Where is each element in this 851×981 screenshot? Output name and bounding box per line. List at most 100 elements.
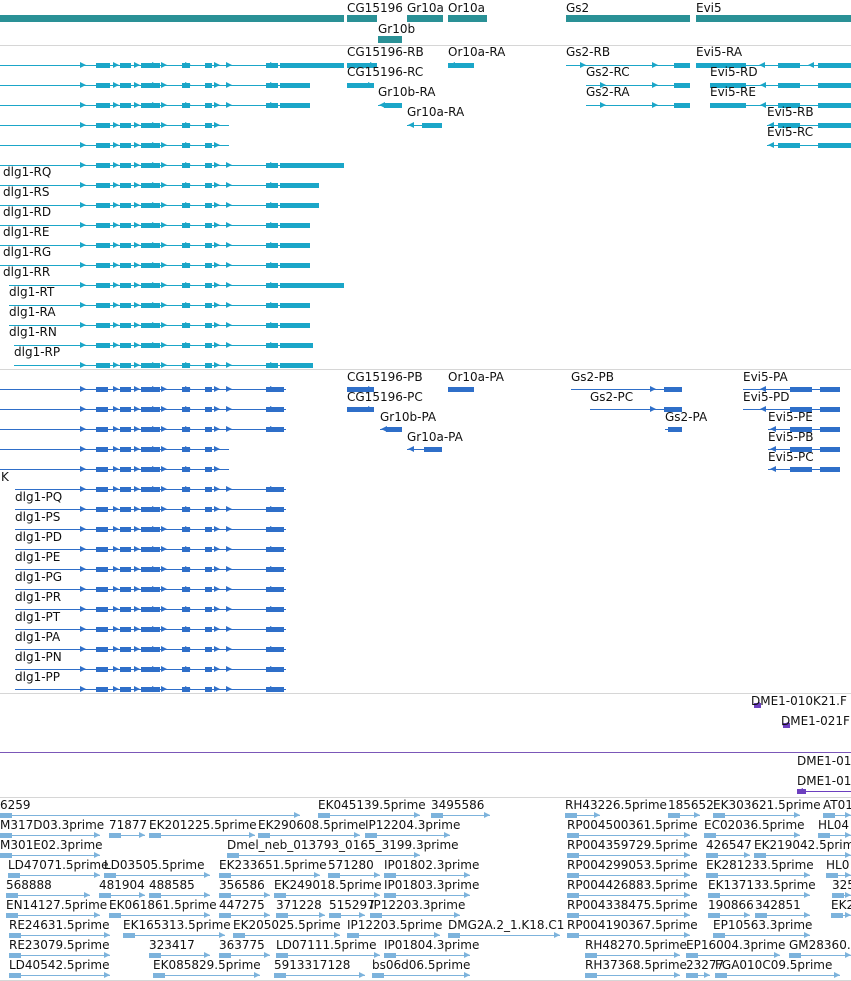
est-line[interactable] <box>0 815 300 816</box>
transcript-dlg1-strand-arrow[interactable] <box>270 162 276 168</box>
transcript-dlg1-exon[interactable] <box>120 143 131 148</box>
transcript-dlg1-intron[interactable] <box>0 65 344 66</box>
feature-label[interactable]: RH48270.5prime <box>585 938 687 952</box>
feature-label[interactable]: 356586 <box>219 878 265 892</box>
protein-dlg1-exon[interactable] <box>120 687 131 692</box>
gene-cg15196-strand-arrow[interactable] <box>371 15 377 21</box>
est-strand-arrow[interactable] <box>834 972 840 978</box>
transcript-dlg1-strand-arrow[interactable] <box>226 222 232 228</box>
feature-label[interactable]: DME1-010K21.F <box>751 694 847 708</box>
protein-dlg1-strand-arrow[interactable] <box>226 546 232 552</box>
est-block[interactable] <box>219 913 231 918</box>
feature-label[interactable]: EK045139.5prime <box>318 798 426 812</box>
est-strand-arrow[interactable] <box>84 892 90 898</box>
est-line[interactable] <box>384 955 470 956</box>
feature-label[interactable]: dlg1-RA <box>9 305 56 319</box>
transcript-dlg1-exon[interactable] <box>120 163 131 168</box>
protein-dlg1-strand-arrow[interactable] <box>113 686 119 692</box>
transcript-dlg1-strand-arrow[interactable] <box>152 302 158 308</box>
est-line[interactable] <box>274 975 365 976</box>
est-line[interactable] <box>109 915 210 916</box>
transcript-dlg1-exon[interactable] <box>205 363 212 368</box>
protein-dlg1-exon[interactable] <box>205 627 212 632</box>
est-block[interactable] <box>258 833 270 838</box>
protein-dlg1-strand-arrow[interactable] <box>152 646 158 652</box>
protein-dlg1-exon[interactable] <box>141 647 160 652</box>
transcript-dlg1-strand-arrow[interactable] <box>134 222 140 228</box>
transcript-dlg1-strand-arrow[interactable] <box>161 262 167 268</box>
est-strand-arrow[interactable] <box>744 852 750 858</box>
protein-dlg1-exon[interactable] <box>141 527 160 532</box>
feature-label[interactable]: RP004359729.5prime <box>567 838 698 852</box>
feature-label[interactable]: RH37368.5prime <box>585 958 687 972</box>
transcript-dlg1-exon[interactable] <box>96 63 110 68</box>
feature-label[interactable]: Gr10b-PA <box>380 410 437 424</box>
transcript-dlg1-exon[interactable] <box>280 343 313 348</box>
transcript-dlg1-strand-arrow[interactable] <box>185 62 191 68</box>
protein-dlg1-strand-arrow[interactable] <box>185 626 191 632</box>
transcript-evi5-rc-exon[interactable] <box>778 143 800 148</box>
protein-dlg1-strand-arrow[interactable] <box>270 426 276 432</box>
protein-dlg1-strand-arrow[interactable] <box>80 466 86 472</box>
est-line[interactable] <box>149 955 210 956</box>
feature-label[interactable]: RP004299053.5prime <box>567 858 698 872</box>
transcript-dlg1-exon[interactable] <box>120 103 131 108</box>
transcript-dlg1-strand-arrow[interactable] <box>80 122 86 128</box>
transcript-dlg1-exon[interactable] <box>120 83 131 88</box>
feature-label[interactable]: dlg1-RQ <box>3 165 52 179</box>
feature-label[interactable]: IP01804.3prime <box>384 938 480 952</box>
est-strand-arrow[interactable] <box>104 932 110 938</box>
protein-dlg1-strand-arrow[interactable] <box>161 466 167 472</box>
transcript-evi5-re-exon[interactable] <box>818 103 851 108</box>
est-block[interactable] <box>0 853 12 858</box>
feature-label[interactable]: RP004426883.5prime <box>567 878 698 892</box>
est-strand-arrow[interactable] <box>804 912 810 918</box>
protein-dlg1-exon[interactable] <box>205 647 212 652</box>
est-strand-arrow[interactable] <box>94 852 100 858</box>
est-strand-arrow[interactable] <box>464 972 470 978</box>
est-block[interactable] <box>6 913 18 918</box>
est-line[interactable] <box>668 815 700 816</box>
est-block[interactable] <box>567 933 579 938</box>
protein-dlg1-strand-arrow[interactable] <box>113 486 119 492</box>
feature-label[interactable]: EN14127.5prime <box>6 898 108 912</box>
transcript-dlg1-exon[interactable] <box>205 323 212 328</box>
transcript-dlg1-strand-arrow[interactable] <box>226 162 232 168</box>
est-strand-arrow[interactable] <box>374 892 380 898</box>
protein-dlg1-exon[interactable] <box>120 467 131 472</box>
transcript-dlg1-exon[interactable] <box>96 283 110 288</box>
transcript-dlg1-strand-arrow[interactable] <box>134 142 140 148</box>
est-block[interactable] <box>567 853 579 858</box>
transcript-evi5-rd-exon[interactable] <box>818 83 851 88</box>
est-block[interactable] <box>104 873 116 878</box>
transcript-dlg1-exon[interactable] <box>120 303 131 308</box>
protein-dlg1-strand-arrow[interactable] <box>226 666 232 672</box>
transcript-dlg1-exon[interactable] <box>141 163 160 168</box>
est-strand-arrow[interactable] <box>845 852 851 858</box>
protein-dlg1-strand-arrow[interactable] <box>152 486 158 492</box>
protein-evi5-pe-strand-arrow[interactable] <box>770 426 776 432</box>
est-block[interactable] <box>706 853 718 858</box>
feature-label[interactable]: Gr10a-RA <box>407 105 465 119</box>
protein-dlg1-exon[interactable] <box>205 387 212 392</box>
protein-gs2-pc-intron[interactable] <box>590 409 682 410</box>
protein-evi5-pa-strand-arrow[interactable] <box>760 386 766 392</box>
feature-label[interactable]: 190866 <box>708 898 754 912</box>
feature-label[interactable]: Gs2 <box>566 1 590 15</box>
est-strand-arrow[interactable] <box>294 812 300 818</box>
protein-dlg1-strand-arrow[interactable] <box>152 586 158 592</box>
feature-label[interactable]: bs06d06.5prime <box>372 958 471 972</box>
feature-label[interactable]: DMG2A.2_1.K18.C1 <box>448 918 565 932</box>
transcript-dlg1-strand-arrow[interactable] <box>152 202 158 208</box>
transcript-evi5-rb-strand-arrow[interactable] <box>768 122 774 128</box>
transcript-dlg1-strand-arrow[interactable] <box>113 122 119 128</box>
protein-dlg1-strand-arrow[interactable] <box>161 446 167 452</box>
protein-cg15196-pc-strand-arrow[interactable] <box>368 406 374 412</box>
feature-label[interactable]: RH43226.5prime <box>565 798 667 812</box>
transcript-dlg1-strand-arrow[interactable] <box>270 82 276 88</box>
transcript-dlg1-exon[interactable] <box>141 203 160 208</box>
est-line[interactable] <box>149 835 255 836</box>
transcript-dlg1-strand-arrow[interactable] <box>80 302 86 308</box>
transcript-dlg1-strand-arrow[interactable] <box>270 342 276 348</box>
protein-dlg1-strand-arrow[interactable] <box>270 486 276 492</box>
